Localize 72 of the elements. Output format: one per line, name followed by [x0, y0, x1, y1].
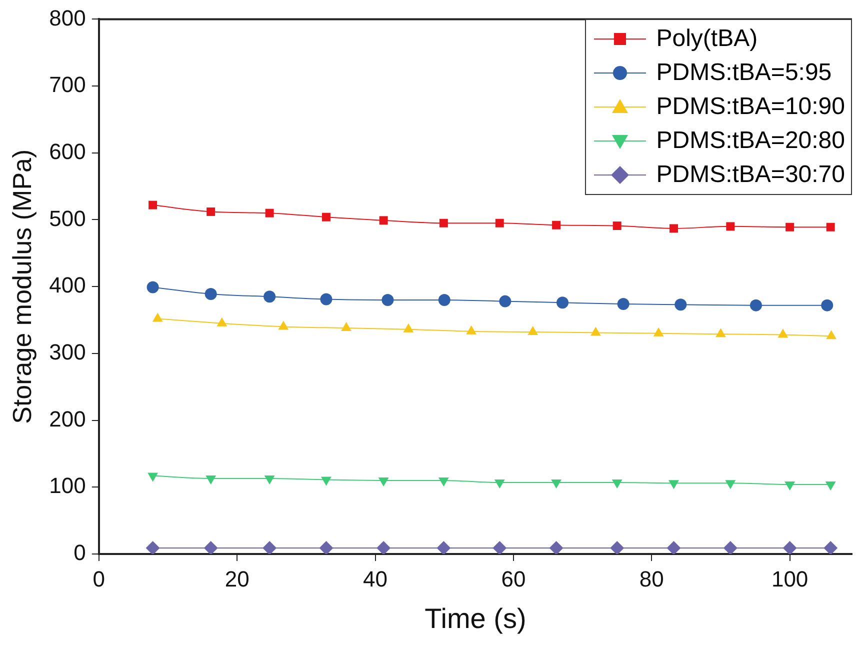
point: [653, 327, 664, 336]
point: [786, 222, 794, 232]
point: [152, 312, 163, 322]
x-tick-label: 20: [224, 566, 250, 592]
y-tick-label: 700: [49, 72, 86, 98]
point: [146, 540, 160, 554]
y-tick-label: 400: [49, 272, 86, 298]
point: [403, 323, 414, 332]
point: [382, 294, 394, 306]
point: [528, 326, 538, 336]
point: [549, 540, 564, 554]
point: [204, 288, 217, 300]
legend-label: PDMS:tBA=5:95: [656, 58, 832, 88]
y-tick-label: 600: [49, 138, 86, 164]
point: [824, 540, 838, 554]
legend-label: PDMS:tBA=30:70: [656, 160, 845, 190]
point: [204, 540, 218, 554]
x-tick-label: 60: [501, 566, 526, 592]
point: [750, 299, 762, 312]
point: [438, 294, 450, 306]
point: [617, 298, 630, 310]
point: [216, 317, 228, 326]
point: [148, 200, 158, 210]
y-tick-label: 500: [49, 206, 86, 231]
point: [322, 212, 330, 222]
point: [206, 207, 216, 216]
point: [670, 224, 678, 233]
point: [376, 540, 391, 554]
y-tick-label: 0: [74, 540, 86, 566]
x-tick-label: 0: [92, 566, 106, 592]
point: [666, 540, 681, 554]
point: [492, 540, 507, 554]
point: [262, 540, 277, 554]
point: [826, 222, 835, 232]
point: [379, 216, 388, 225]
point: [590, 326, 601, 336]
point: [439, 218, 448, 228]
y-axis-title: Storage modulus (MPa): [6, 149, 37, 424]
point: [612, 222, 622, 230]
legend-label: PDMS:tBA=20:80: [656, 126, 845, 156]
point: [319, 540, 334, 554]
point: [782, 540, 797, 554]
y-tick-label: 300: [49, 340, 86, 365]
point: [495, 218, 504, 228]
point: [778, 328, 788, 338]
point: [436, 540, 451, 554]
point: [610, 540, 624, 554]
point: [146, 281, 159, 294]
y-tick-label: 100: [49, 473, 86, 498]
x-axis-title: Time (s): [424, 602, 526, 634]
point: [552, 220, 561, 230]
y-tick-label: 800: [49, 5, 86, 30]
point: [264, 290, 276, 303]
legend-label: PDMS:tBA=10:90: [656, 92, 845, 122]
point: [499, 295, 512, 308]
point: [278, 320, 289, 330]
x-tick-label: 100: [771, 566, 808, 592]
point: [826, 330, 836, 340]
legend-label: Poly(tBA): [656, 24, 758, 54]
point: [556, 296, 569, 309]
y-tick-label: 200: [49, 406, 86, 432]
point: [821, 299, 834, 312]
point: [466, 325, 477, 334]
point: [723, 540, 738, 554]
point: [320, 293, 332, 306]
x-tick-label: 80: [639, 566, 664, 592]
point: [341, 322, 352, 332]
x-tick-label: 40: [363, 566, 388, 592]
point: [265, 208, 274, 218]
point: [726, 222, 735, 231]
point: [716, 328, 726, 338]
point: [674, 298, 687, 311]
